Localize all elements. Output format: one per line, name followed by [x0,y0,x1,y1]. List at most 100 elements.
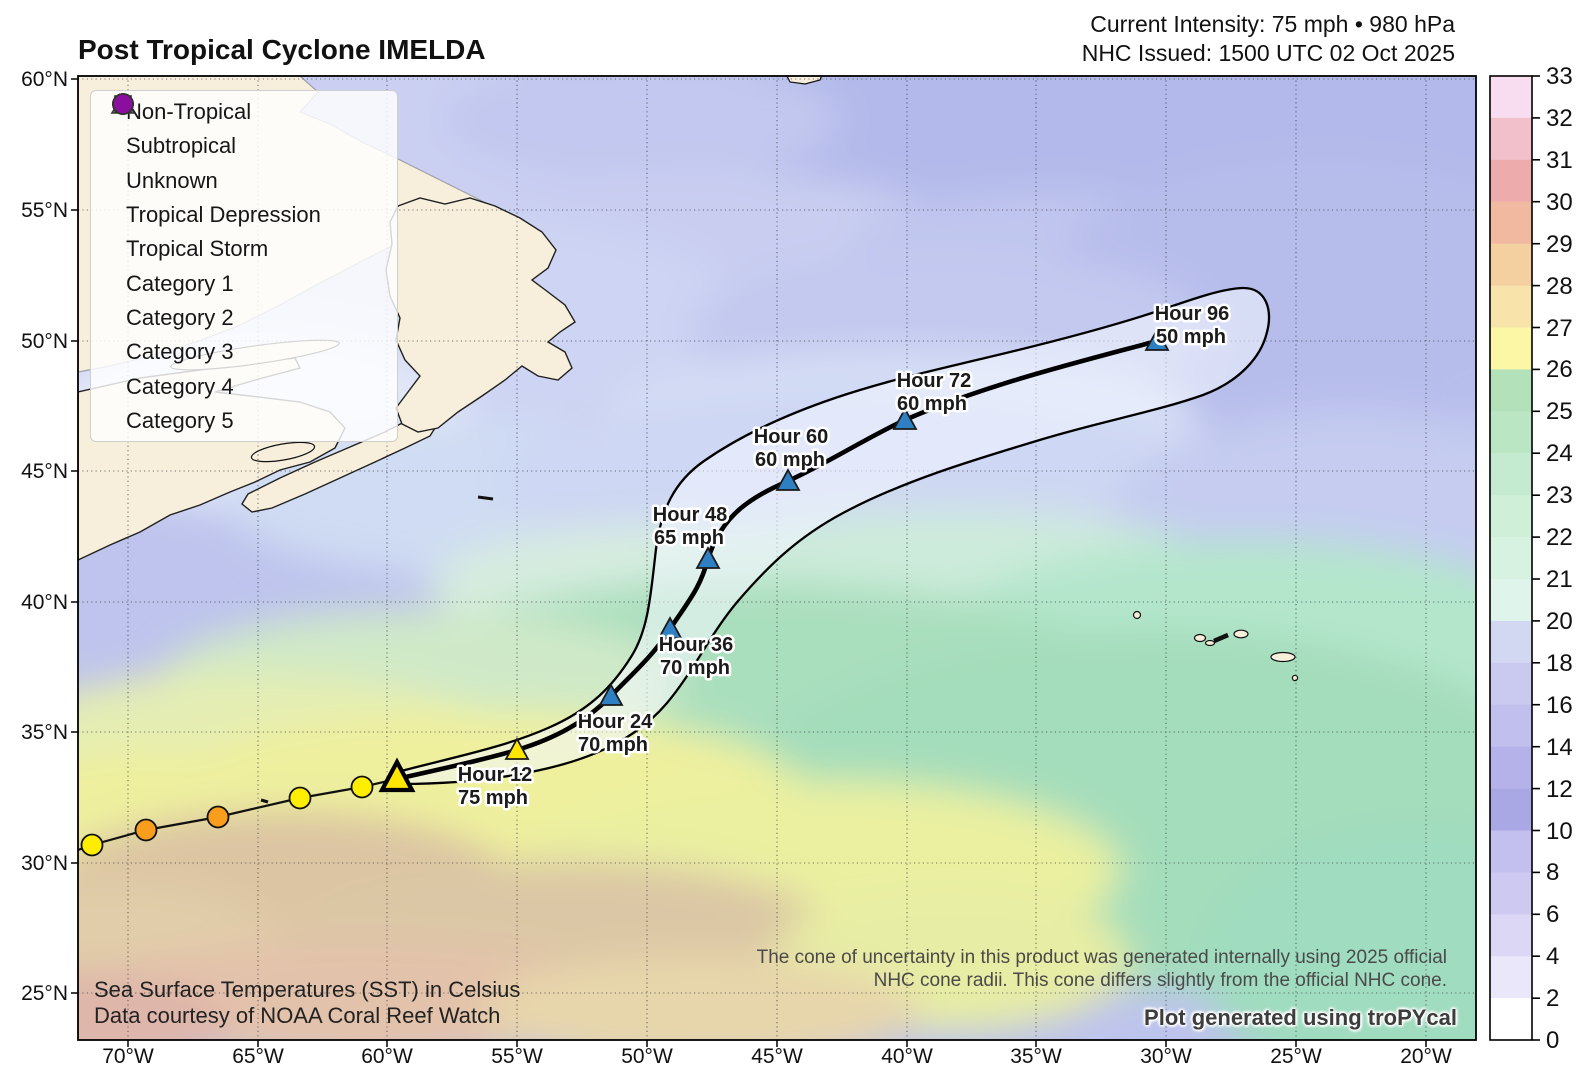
forecast-point-hour-36 [657,616,683,639]
y-axis-label: 55°N [21,199,68,222]
current-intensity: Current Intensity: 75 mph • 980 hPa [1090,11,1455,37]
forecast-point-hour-24 [598,683,624,706]
colorbar-tick-labels: 33 32 31 30 29 28 27 26 25 24 23 22 21 2… [1546,63,1573,1054]
x-axis [127,1040,1427,1047]
legend-item-category-3: Category 3 [91,93,397,369]
colorbar-tick-label: 18 [1546,650,1573,677]
legend-item-label: Unknown [126,167,218,193]
colorbar-segment [1490,495,1532,538]
colorbar-segment [1490,914,1532,957]
colorbar-tick-label: 4 [1546,943,1559,970]
x-axis-label: 40°W [881,1045,933,1068]
y-axis-label: 30°N [21,852,68,875]
past-point [134,818,158,842]
y-axis [71,78,78,994]
colorbar-tick-label: 12 [1546,776,1573,803]
legend-item-label: Category 4 [126,373,234,399]
colorbar-segment [1490,956,1532,999]
land-bermuda [260,798,269,804]
sst-credit-line2: Data courtesy of NOAA Coral Reef Watch [94,1003,501,1028]
x-axis-label: 60°W [361,1045,413,1068]
x-axis-label: 20°W [1400,1045,1452,1068]
current-position-marker [378,757,416,793]
colorbar-segment [1490,579,1532,622]
hour-label-intensity: 50 mph [1156,326,1226,348]
colorbar-segment [1490,537,1532,580]
sst-colorbar: 33 32 31 30 29 28 27 26 25 24 23 22 21 2… [1489,63,1573,1054]
colorbar-segment [1490,830,1532,873]
past-point [288,786,312,810]
x-axis-label: 65°W [232,1045,284,1068]
colorbar-tick-label: 25 [1546,398,1573,425]
past-point [350,775,374,799]
circle-marker-icon [112,93,134,115]
land-greenland-tip [786,76,823,85]
x-axis-label: 30°W [1140,1045,1192,1068]
colorbar-tick-label: 14 [1546,734,1573,761]
legend-item-label: Tropical Depression [126,202,321,228]
colorbar-tick-label: 6 [1546,901,1559,928]
legend: Non-Tropical Subtropical Unknown Tropica… [90,90,398,442]
hour-label-intensity: 75 mph [458,787,528,809]
forecast-points [504,328,1170,760]
hour-label: Hour 12 [458,764,532,786]
forecast-point-hour-96 [1144,328,1170,351]
hour-label-intensity: 60 mph [897,393,967,415]
legend-item-subtropical: Subtropical [91,95,397,163]
past-track-points [80,775,374,857]
hour-label: Hour 48 [653,504,727,526]
legend-item-category-4: Category 4 [91,93,397,403]
colorbar-segment [1490,411,1532,454]
cone-disclaimer: The cone of uncertainty in this product … [757,946,1447,992]
forecast-cone [399,286,1271,786]
colorbar-segment [1490,285,1532,328]
colorbar-ticks [1532,75,1540,1041]
colorbar-segment [1490,453,1532,496]
legend-item-label: Subtropical [126,133,237,159]
colorbar-tick-label: 10 [1546,818,1573,845]
y-axis-label: 60°N [21,68,68,91]
land-sable-island [477,495,494,501]
colorbar-tick-label: 33 [1546,63,1573,90]
legend-item-category-5: Category 5 [91,93,397,438]
x-axis-label: 25°W [1270,1045,1322,1068]
colorbar-tick-label: 22 [1546,524,1573,551]
colorbar-tick-label: 2 [1546,985,1559,1012]
colorbar-tick-label: 29 [1546,231,1573,258]
colorbar-segment [1490,117,1532,161]
colorbar-tick-label: 27 [1546,315,1573,342]
hour-label: Hour 60 [754,426,828,448]
legend-item-label: Category 2 [126,304,234,330]
colorbar-tick-label: 28 [1546,273,1573,300]
header-info: Current Intensity: 75 mph • 980 hPa NHC … [1082,10,1455,68]
hour-label-intensity: 70 mph [660,657,730,679]
colorbar-tick-label: 31 [1546,147,1573,174]
colorbar-segment [1490,201,1532,245]
x-axis-label: 55°W [491,1045,543,1068]
legend-item-label: Category 1 [126,270,234,296]
cone-disclaimer-line1: The cone of uncertainty in this product … [756,947,1447,968]
hour-labels: Hour 12 75 mph Hour 24 70 mph Hour 36 70… [455,301,1231,812]
legend-item-label: Category 5 [126,407,234,433]
colorbar-segment [1490,998,1532,1041]
legend-item-non-tropical: Non-Tropical [91,93,397,129]
colorbar-tick-label: 32 [1546,105,1573,132]
colorbar-segment [1490,243,1532,287]
sst-credit-line1: Sea Surface Temperatures (SST) in Celsiu… [94,977,521,1002]
page-title: Post Tropical Cyclone IMELDA [78,34,486,65]
hour-label: Hour 72 [897,370,971,392]
y-axis-label: 35°N [21,721,68,744]
y-axis-label: 40°N [21,591,68,614]
hour-label: Hour 96 [1155,303,1229,325]
y-axis-label: 45°N [21,460,68,483]
legend-item-tropical-depression: Tropical Depression [91,93,397,232]
colorbar-segment [1490,662,1532,706]
legend-item-tropical-storm: Tropical Storm [91,93,397,266]
hour-label: Hour 36 [659,634,733,656]
colorbar-segment [1490,788,1532,831]
land-prince-edward-island [250,441,316,463]
x-axis-labels: 70°W 65°W 60°W 55°W 50°W 45°W 40°W 35°W … [102,1045,1452,1068]
sst-credit: Sea Surface Temperatures (SST) in Celsiu… [94,977,520,1029]
forecast-point-hour-48 [695,546,721,569]
